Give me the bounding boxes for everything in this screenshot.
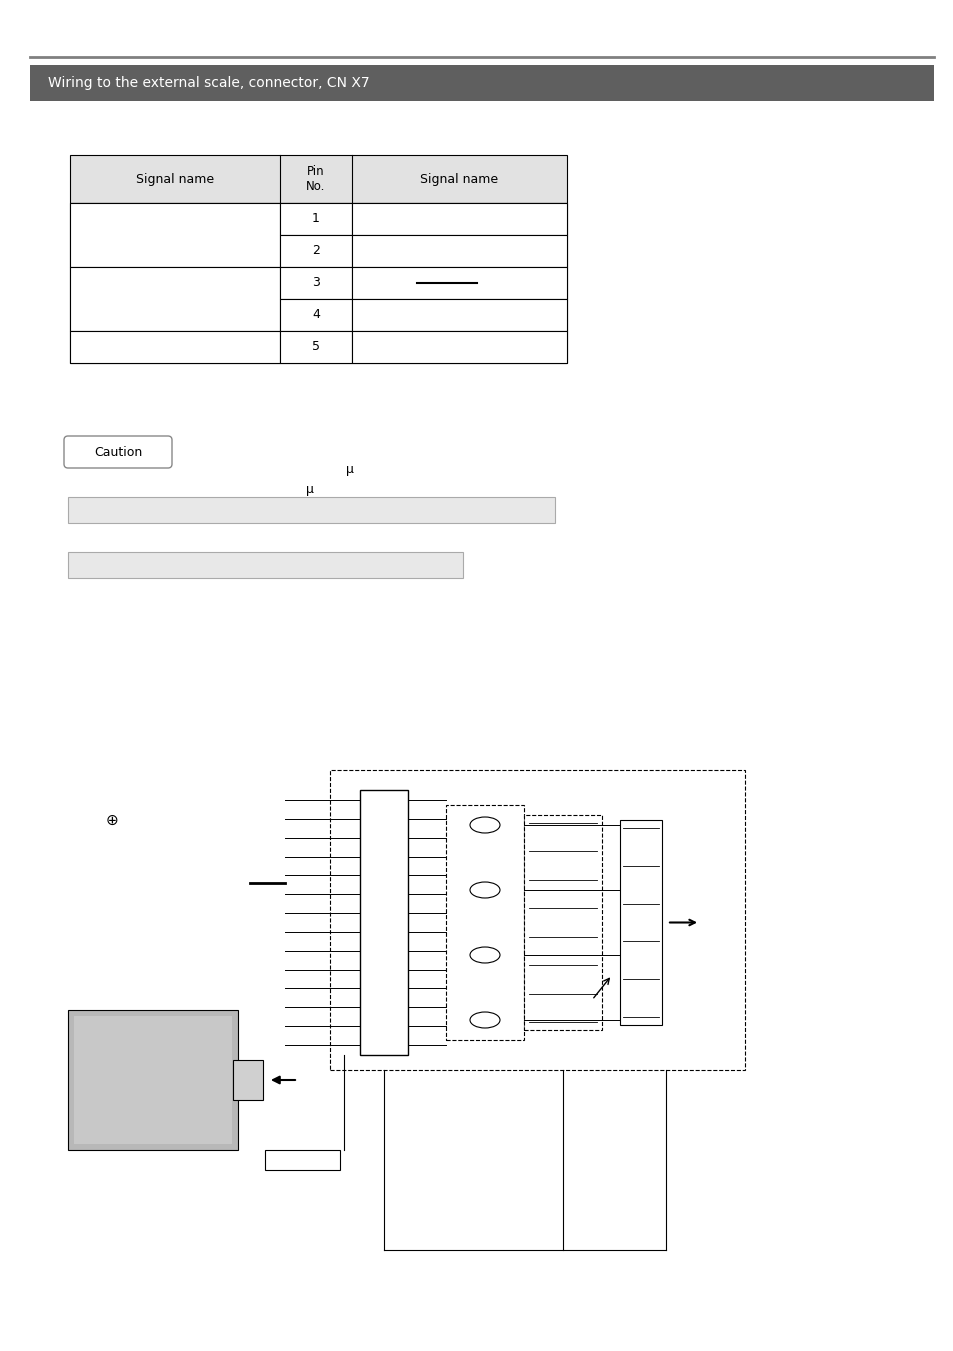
Bar	[446, 805, 523, 1040]
Text: Pin
No.: Pin No.	[306, 165, 325, 193]
Bar	[233, 1061, 263, 1100]
Bar	[330, 770, 744, 1070]
Text: 1: 1	[312, 212, 319, 226]
Ellipse shape	[470, 947, 499, 963]
Bar	[74, 1016, 232, 1144]
Bar	[523, 815, 601, 1029]
Bar	[352, 235, 566, 267]
Bar	[352, 331, 566, 363]
Text: 4: 4	[312, 308, 319, 322]
Bar	[68, 553, 462, 578]
Text: 5: 5	[312, 340, 319, 354]
Text: μ: μ	[306, 484, 314, 497]
Text: Wiring to the external scale, connector, CN X7: Wiring to the external scale, connector,…	[48, 76, 369, 91]
Bar	[70, 331, 280, 363]
Bar	[265, 1150, 339, 1170]
Bar	[68, 497, 555, 523]
Bar	[70, 203, 280, 267]
Bar	[619, 820, 661, 1025]
Bar	[352, 267, 566, 299]
Bar	[280, 331, 352, 363]
Bar	[68, 1011, 237, 1150]
FancyBboxPatch shape	[64, 436, 172, 467]
Text: 2: 2	[312, 245, 319, 258]
Text: Signal name: Signal name	[135, 173, 213, 185]
Text: Caution: Caution	[93, 446, 142, 458]
Bar	[280, 203, 352, 235]
Text: μ: μ	[346, 463, 354, 477]
Ellipse shape	[470, 882, 499, 898]
Bar	[280, 299, 352, 331]
Bar	[359, 790, 408, 1055]
Bar	[70, 267, 280, 331]
Text: ⊕: ⊕	[106, 812, 118, 828]
Text: 3: 3	[312, 277, 319, 289]
Bar	[70, 155, 566, 203]
Bar	[30, 65, 933, 101]
Bar	[70, 203, 566, 363]
Bar	[352, 299, 566, 331]
Bar	[352, 203, 566, 235]
Ellipse shape	[470, 817, 499, 834]
Bar	[280, 267, 352, 299]
Text: Signal name: Signal name	[420, 173, 498, 185]
Ellipse shape	[470, 1012, 499, 1028]
Bar	[280, 235, 352, 267]
